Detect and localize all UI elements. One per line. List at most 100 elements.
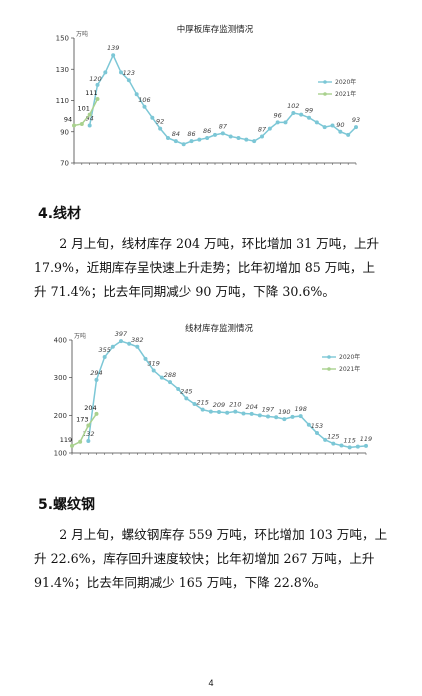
data-point bbox=[257, 413, 262, 418]
data-point bbox=[103, 70, 108, 75]
data-point bbox=[290, 414, 295, 419]
data-point bbox=[252, 139, 257, 144]
data-point bbox=[208, 409, 213, 414]
data-label: 319 bbox=[147, 360, 159, 368]
data-point bbox=[151, 368, 156, 373]
data-label: 173 bbox=[76, 416, 88, 424]
data-point bbox=[338, 129, 343, 134]
data-point bbox=[143, 356, 148, 361]
legend-label: 2020年 bbox=[335, 78, 356, 86]
section-4-line-3: 升 71.4%；比去年同期减少 90 万吨，下降 30.6%。 bbox=[34, 284, 335, 299]
data-point bbox=[298, 414, 303, 419]
data-point bbox=[260, 134, 264, 139]
data-point bbox=[291, 111, 296, 115]
data-point bbox=[135, 344, 140, 349]
section-5-paragraph: 2 月上旬，螺纹钢库存 559 万吨，环比增加 103 万吨，上 升 22.6%… bbox=[34, 523, 390, 595]
data-point bbox=[217, 409, 221, 414]
data-point bbox=[200, 407, 205, 412]
data-point bbox=[86, 438, 91, 443]
data-point bbox=[184, 396, 189, 401]
data-label: 87 bbox=[258, 125, 267, 133]
y-tick-label: 70 bbox=[60, 160, 69, 168]
data-point bbox=[95, 96, 100, 101]
data-label: 210 bbox=[229, 401, 241, 409]
data-label: 99 bbox=[305, 107, 313, 115]
data-point bbox=[249, 411, 254, 416]
data-point bbox=[87, 123, 92, 128]
data-label: 132 bbox=[82, 430, 94, 438]
data-point bbox=[119, 339, 123, 344]
data-label: 87 bbox=[219, 122, 228, 130]
data-point bbox=[168, 380, 172, 385]
legend-marker bbox=[323, 80, 327, 84]
data-point bbox=[78, 439, 83, 444]
legend-label: 2021年 bbox=[335, 90, 356, 98]
section-5-heading: 5.螺纹钢 bbox=[38, 497, 96, 513]
data-point bbox=[119, 70, 123, 75]
data-point bbox=[70, 443, 74, 448]
data-point bbox=[330, 123, 335, 128]
data-point bbox=[110, 344, 115, 349]
data-label: 119 bbox=[60, 436, 72, 444]
y-axis-unit: 万吨 bbox=[76, 30, 88, 38]
y-tick-label: 110 bbox=[56, 97, 69, 105]
data-point bbox=[87, 112, 92, 117]
data-point bbox=[283, 120, 288, 125]
data-point bbox=[339, 443, 344, 448]
data-label: 288 bbox=[164, 371, 176, 379]
y-axis-unit: 万吨 bbox=[74, 332, 86, 340]
data-point bbox=[142, 104, 147, 109]
data-point bbox=[192, 402, 197, 407]
data-label: 215 bbox=[196, 399, 208, 407]
legend-label: 2021年 bbox=[339, 365, 360, 373]
data-label: 139 bbox=[107, 44, 119, 52]
data-point bbox=[346, 132, 351, 137]
data-point bbox=[228, 134, 233, 139]
data-label: 197 bbox=[262, 405, 275, 413]
data-point bbox=[275, 120, 280, 125]
data-label: 125 bbox=[327, 433, 339, 441]
data-point bbox=[134, 92, 139, 97]
data-point bbox=[331, 441, 336, 446]
data-point bbox=[79, 121, 84, 126]
data-point bbox=[173, 139, 178, 144]
data-point bbox=[189, 139, 194, 144]
data-point bbox=[181, 142, 186, 147]
legend-marker bbox=[327, 367, 331, 371]
data-point bbox=[176, 386, 181, 391]
data-label: 96 bbox=[274, 111, 282, 119]
legend-marker bbox=[327, 355, 331, 359]
page-number: 4 bbox=[208, 678, 214, 688]
data-point bbox=[213, 132, 217, 137]
data-label: 102 bbox=[287, 102, 299, 110]
section-5-line-2: 升 22.6%，库存回升速度较快；比年初增加 267 万吨，上升 bbox=[34, 551, 375, 566]
data-label: 209 bbox=[213, 401, 225, 409]
data-label: 120 bbox=[89, 75, 101, 83]
data-label: 190 bbox=[278, 408, 290, 416]
data-point bbox=[306, 422, 311, 427]
data-point bbox=[274, 415, 279, 420]
data-label: 86 bbox=[187, 130, 195, 138]
data-point bbox=[86, 423, 91, 428]
series-line-2021 bbox=[71, 413, 98, 447]
data-point bbox=[244, 137, 249, 142]
data-point bbox=[315, 431, 319, 436]
data-point bbox=[159, 375, 164, 380]
data-label: 94 bbox=[86, 115, 94, 123]
data-point bbox=[158, 126, 163, 131]
data-point bbox=[233, 409, 238, 414]
data-point bbox=[166, 136, 170, 140]
data-point bbox=[354, 125, 358, 130]
data-point bbox=[94, 377, 99, 382]
data-point bbox=[307, 115, 311, 120]
section-5-line-3: 91.4%；比去年同期减少 165 万吨，下降 22.8%。 bbox=[34, 575, 327, 590]
data-point bbox=[322, 125, 327, 130]
section-4-heading: 4.线材 bbox=[38, 206, 82, 222]
data-point bbox=[364, 443, 368, 448]
data-point bbox=[299, 112, 304, 117]
data-point bbox=[236, 136, 241, 140]
chart-title: 线材库存监测情况 bbox=[185, 323, 254, 334]
data-point bbox=[266, 414, 270, 419]
